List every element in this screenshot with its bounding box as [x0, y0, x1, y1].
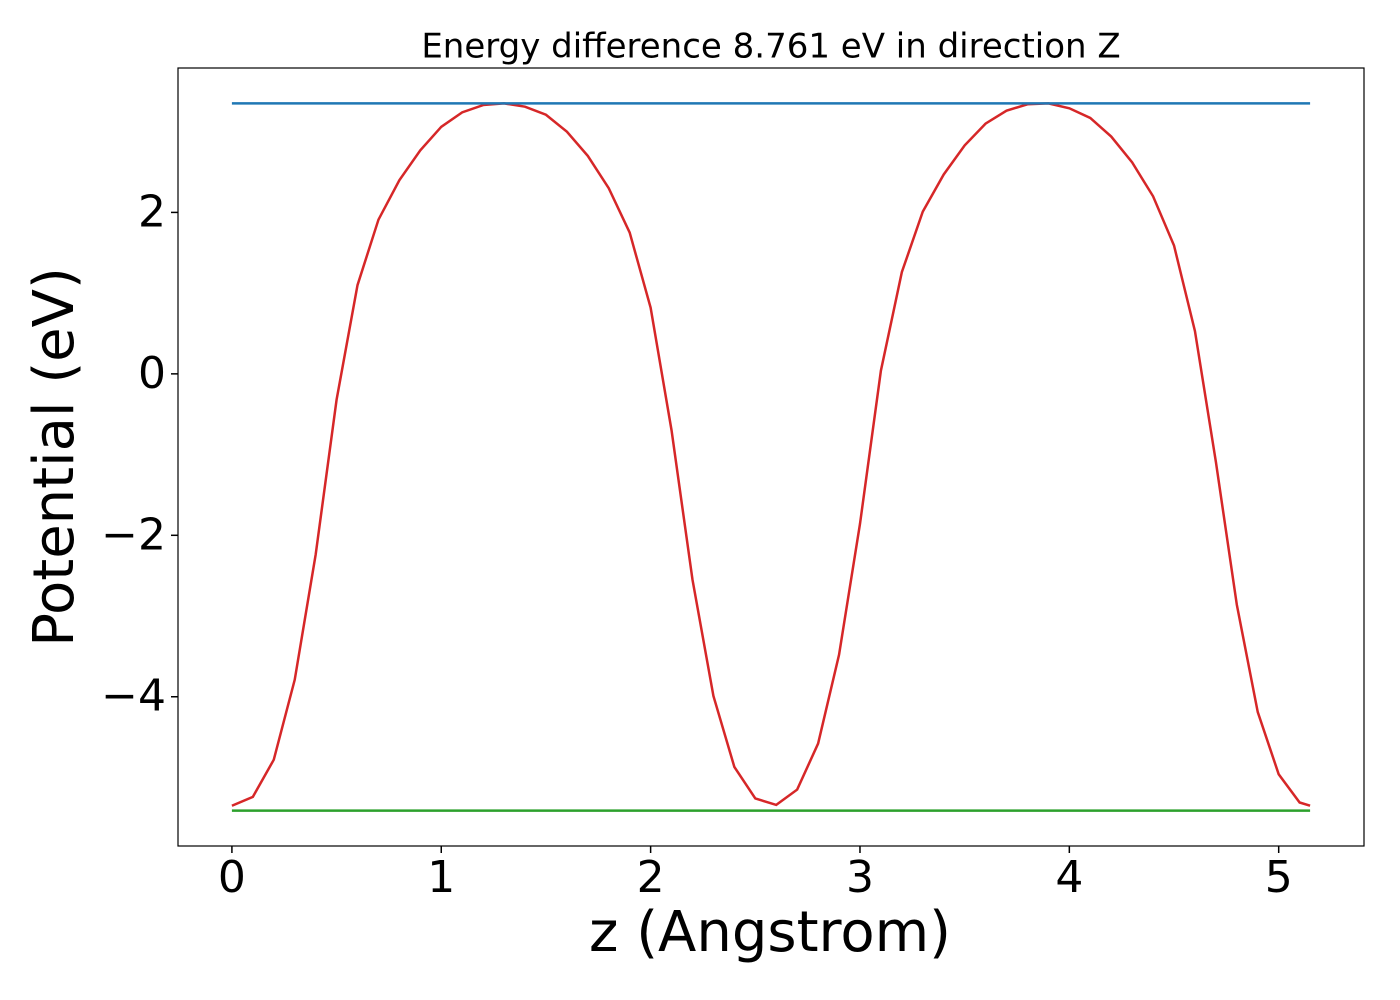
y-tick-label: 0	[138, 348, 166, 399]
plot-frame	[177, 67, 1365, 847]
x-tick-label: 1	[427, 852, 455, 903]
y-tick-label: −4	[101, 671, 166, 722]
x-tick-label: 0	[218, 852, 246, 903]
x-tick-label: 2	[637, 852, 665, 903]
x-tick-label: 5	[1265, 852, 1293, 903]
x-axis-label: z (Angstrom)	[589, 900, 951, 965]
y-tick-label: 2	[138, 186, 166, 237]
chart-title: Energy difference 8.761 eV in direction …	[421, 27, 1120, 67]
x-tick-label: 3	[846, 852, 874, 903]
y-axis-label: Potential (eV)	[22, 267, 87, 647]
line-series	[231, 102, 1311, 807]
y-tick-label: −2	[101, 509, 166, 560]
x-tick-label: 4	[1055, 852, 1083, 903]
